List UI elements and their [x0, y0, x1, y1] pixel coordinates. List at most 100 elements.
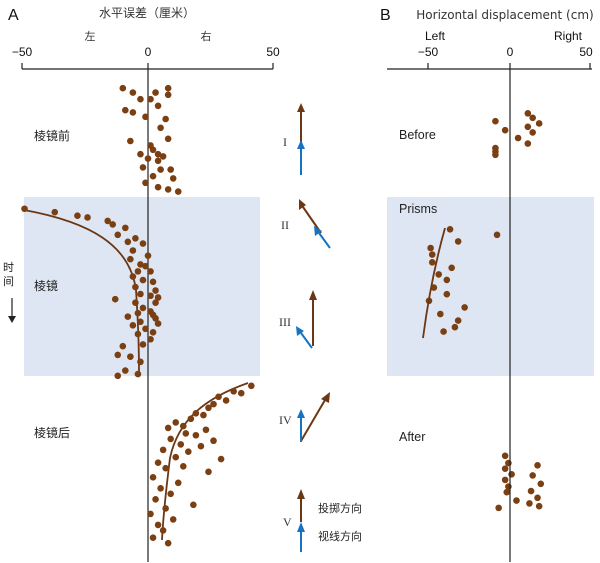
- data-point-b-1-6: [435, 271, 443, 278]
- data-point-a-1-21: [132, 283, 139, 291]
- data-point-b-2-4: [501, 476, 509, 484]
- gaze-arrow-icon-row2: [314, 226, 331, 249]
- data-point-a-1-23: [137, 290, 144, 298]
- data-point-b-1-7: [443, 276, 451, 284]
- data-point-a-2-12: [164, 424, 172, 432]
- data-point-a-0-5: [137, 95, 144, 103]
- data-point-a-0-16: [149, 146, 157, 154]
- phase-label-prisms-a: 棱镜: [34, 278, 58, 293]
- x-axis-a: [21, 63, 274, 562]
- data-point-b-0-6: [529, 129, 536, 136]
- prism-band-b: [387, 197, 594, 376]
- data-point-a-2-25: [179, 463, 187, 470]
- data-point-b-2-13: [534, 494, 541, 502]
- data-point-a-0-14: [127, 137, 134, 145]
- data-point-a-1-22: [152, 287, 159, 294]
- data-point-a-1-5: [109, 221, 117, 228]
- data-point-a-1-0: [21, 205, 28, 213]
- data-point-a-2-23: [217, 455, 225, 463]
- data-point-a-1-4: [104, 217, 111, 225]
- data-point-b-2-0: [501, 452, 509, 460]
- data-point-b-0-3: [535, 120, 543, 127]
- direction-left-b: Left: [425, 29, 446, 43]
- data-point-b-1-4: [428, 259, 436, 266]
- data-point-a-1-42: [139, 341, 147, 348]
- x-axis-b: [387, 63, 592, 562]
- data-point-a-1-31: [134, 309, 142, 317]
- data-point-a-2-2: [237, 389, 245, 397]
- data-point-a-0-25: [149, 172, 157, 180]
- data-point-a-0-17: [137, 150, 144, 158]
- data-point-a-2-24: [154, 459, 162, 466]
- data-point-a-0-0: [119, 84, 127, 92]
- data-point-a-0-19: [159, 153, 167, 160]
- data-point-b-1-1: [454, 238, 462, 245]
- data-point-b-0-7: [514, 134, 522, 142]
- data-point-a-0-23: [157, 166, 164, 173]
- data-point-b-0-2: [492, 117, 499, 125]
- data-point-a-2-7: [192, 409, 200, 417]
- data-point-a-2-26: [162, 464, 169, 472]
- gaze-arrow-icon-row3: [296, 326, 313, 349]
- arrow-row-label-5: V: [283, 515, 292, 529]
- data-point-a-1-20: [149, 278, 157, 286]
- x-axis-title-b: Horizontal displacement (cm): [416, 8, 593, 22]
- data-point-a-1-2: [74, 212, 81, 219]
- data-point-b-2-10: [529, 472, 536, 479]
- data-point-b-1-5: [448, 264, 455, 272]
- data-point-a-0-1: [164, 84, 172, 92]
- data-point-a-1-41: [147, 335, 154, 343]
- direction-right-b: Right: [554, 29, 583, 43]
- data-point-b-2-6: [503, 488, 511, 496]
- data-point-a-2-40: [164, 539, 172, 547]
- time-label-char-2: 间: [3, 275, 14, 288]
- data-point-b-2-8: [495, 504, 502, 512]
- data-point-a-2-34: [162, 505, 169, 512]
- tick-label-a-50: 50: [266, 45, 280, 59]
- data-point-a-2-22: [172, 453, 180, 461]
- data-point-a-0-10: [142, 113, 149, 121]
- data-point-a-1-14: [137, 261, 144, 268]
- data-point-a-2-1: [230, 388, 237, 395]
- data-point-a-1-49: [114, 372, 122, 380]
- arrow-row-label-4: IV: [279, 413, 292, 427]
- data-point-a-2-13: [202, 426, 210, 434]
- direction-right-a: 右: [201, 29, 212, 43]
- data-point-a-1-1: [51, 208, 59, 216]
- data-point-a-2-11: [179, 422, 187, 430]
- data-point-a-1-8: [132, 235, 139, 242]
- data-point-b-2-11: [537, 480, 545, 488]
- data-point-a-1-44: [114, 351, 122, 359]
- data-point-a-0-7: [154, 102, 162, 110]
- data-point-a-1-10: [139, 240, 147, 247]
- data-point-b-1-16: [446, 226, 454, 233]
- data-point-a-1-7: [114, 231, 122, 239]
- data-point-a-2-39: [149, 534, 157, 542]
- data-point-b-1-15: [440, 328, 447, 335]
- phase-label-before-a: 棱镜前: [34, 128, 70, 143]
- data-point-a-2-5: [210, 400, 217, 408]
- tick-label-b-neg50: −50: [418, 45, 439, 59]
- data-point-a-1-12: [144, 252, 152, 260]
- points-b: [425, 110, 545, 512]
- data-point-a-1-34: [152, 315, 159, 322]
- data-point-a-0-2: [129, 89, 137, 96]
- data-point-a-2-16: [167, 435, 174, 443]
- data-point-a-0-13: [164, 135, 172, 143]
- data-point-a-2-37: [154, 521, 162, 529]
- data-point-a-1-25: [154, 294, 162, 301]
- data-point-a-1-40: [134, 330, 142, 338]
- data-point-a-2-35: [147, 510, 154, 518]
- data-point-a-0-3: [152, 89, 159, 96]
- phase-label-prisms-b: Prisms: [399, 202, 437, 216]
- data-point-a-1-18: [129, 273, 137, 280]
- data-point-a-1-33: [124, 313, 132, 320]
- throw-arrow-icon-row5: [297, 489, 305, 522]
- throw-arrow-icon-row4: [300, 392, 330, 442]
- tick-label-a-0: 0: [145, 45, 152, 59]
- data-point-a-0-18: [154, 150, 162, 158]
- data-point-a-2-8: [200, 411, 207, 419]
- data-point-a-0-28: [154, 183, 162, 191]
- data-point-b-1-9: [443, 290, 451, 298]
- data-point-b-0-8: [524, 140, 532, 147]
